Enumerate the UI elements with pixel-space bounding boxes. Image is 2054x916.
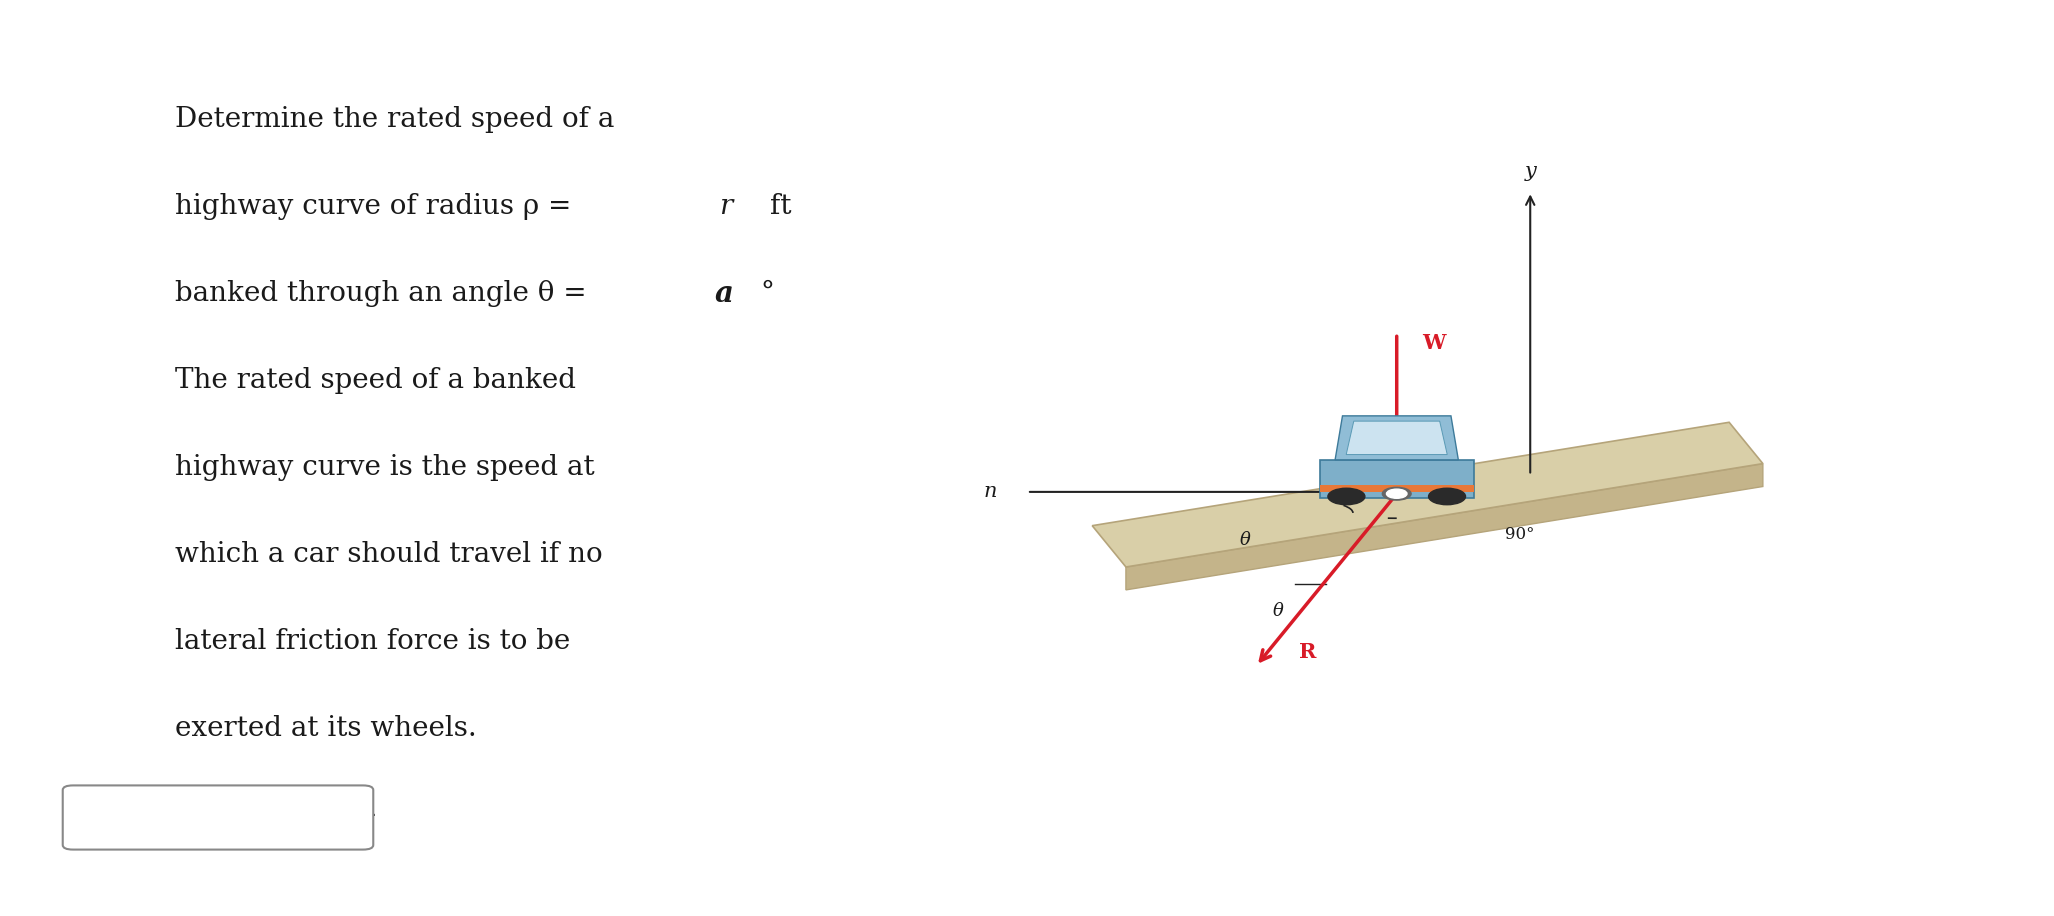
Text: a: a xyxy=(269,802,279,820)
FancyBboxPatch shape xyxy=(64,785,374,849)
Circle shape xyxy=(1428,488,1465,505)
Text: θ: θ xyxy=(1273,603,1284,620)
Circle shape xyxy=(1386,489,1407,498)
Text: highway curve of radius ρ =: highway curve of radius ρ = xyxy=(175,192,571,220)
Text: r: r xyxy=(719,192,731,220)
Text: W: W xyxy=(1421,333,1446,353)
Text: r: r xyxy=(82,802,90,820)
Text: 90°: 90° xyxy=(1506,527,1534,543)
Polygon shape xyxy=(1345,421,1448,454)
Text: y: y xyxy=(1524,162,1536,180)
Text: banked through an angle θ =: banked through an angle θ = xyxy=(175,279,585,307)
Circle shape xyxy=(1382,487,1411,500)
Text: The rated speed of a banked: The rated speed of a banked xyxy=(175,366,575,394)
Circle shape xyxy=(1327,488,1364,505)
Text: °: ° xyxy=(760,279,774,307)
Polygon shape xyxy=(1319,485,1473,492)
Text: exerted at its wheels.: exerted at its wheels. xyxy=(175,714,477,742)
Text: Determine the rated speed of a: Determine the rated speed of a xyxy=(175,105,614,133)
Text: ft: ft xyxy=(770,192,791,220)
Text: R: R xyxy=(1298,642,1317,662)
Polygon shape xyxy=(1335,416,1458,460)
Text: which a car should travel if no: which a car should travel if no xyxy=(175,540,602,568)
Text: a: a xyxy=(715,278,733,308)
Polygon shape xyxy=(1126,463,1762,590)
Text: lateral friction force is to be: lateral friction force is to be xyxy=(175,627,569,655)
Text: θ: θ xyxy=(1241,531,1251,550)
Text: = 389 ft and: = 389 ft and xyxy=(105,802,224,820)
Polygon shape xyxy=(1319,460,1473,498)
Text: highway curve is the speed at: highway curve is the speed at xyxy=(175,453,594,481)
Text: n: n xyxy=(984,483,996,501)
Text: = 20 deg.: = 20 deg. xyxy=(288,802,376,820)
Polygon shape xyxy=(1093,422,1762,567)
